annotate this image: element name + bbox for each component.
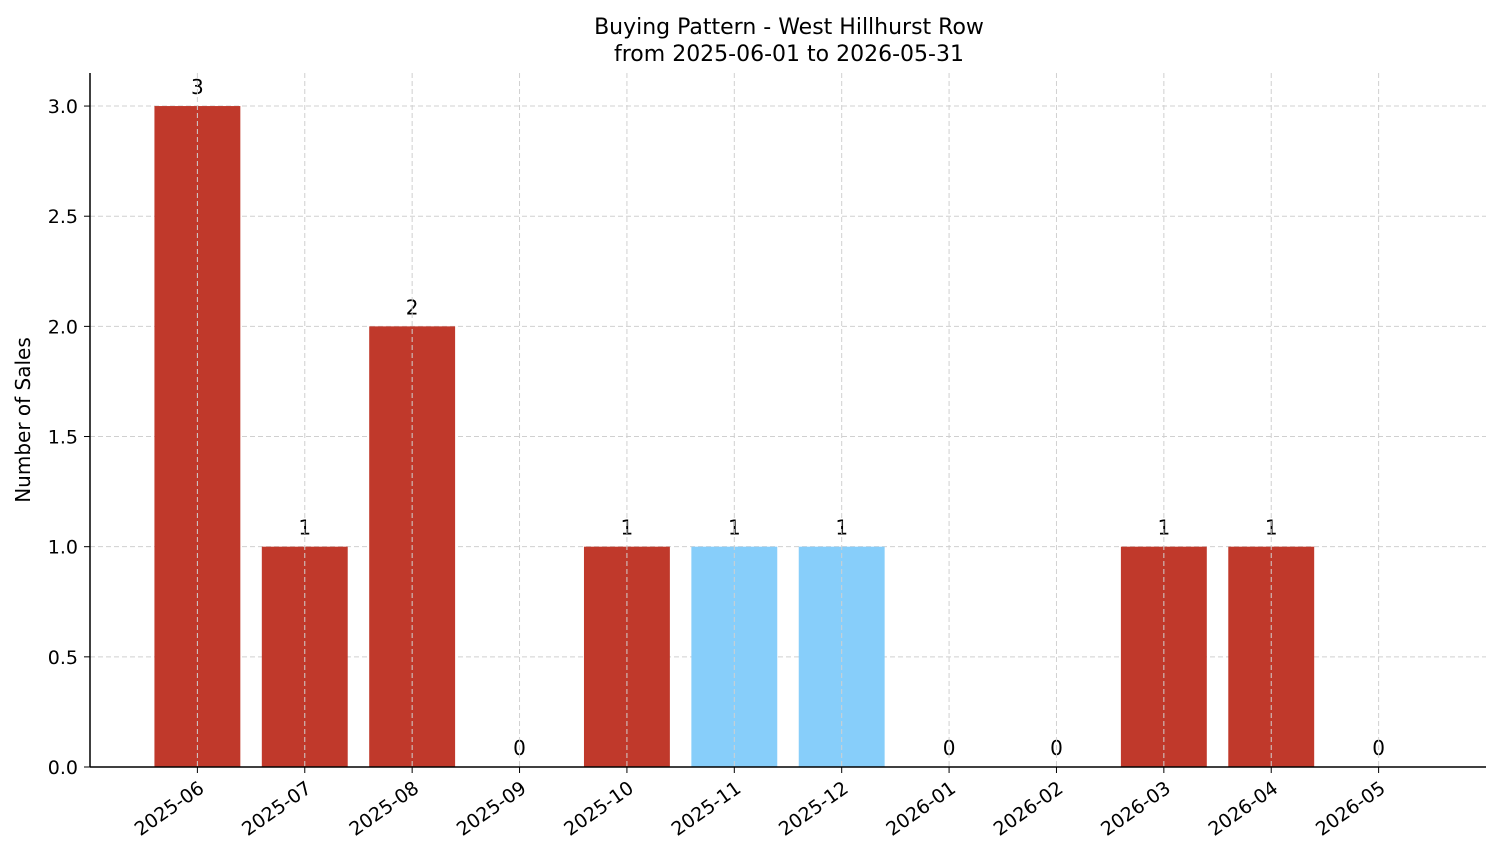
y-tick-label: 0.5 xyxy=(48,647,78,669)
y-tick-label: 2.5 xyxy=(48,206,78,228)
x-tick-label: 2025-09 xyxy=(453,777,531,841)
x-tick-label: 2026-05 xyxy=(1312,777,1390,841)
x-tick-label: 2025-12 xyxy=(775,777,853,841)
data-label: 3 xyxy=(191,75,204,99)
y-tick-label: 1.5 xyxy=(48,427,78,449)
data-label: 1 xyxy=(728,516,741,540)
y-tick-label: 0.0 xyxy=(48,757,78,779)
data-label: 1 xyxy=(835,516,848,540)
x-tick-label: 2025-08 xyxy=(345,777,423,841)
y-tick-label: 2.0 xyxy=(48,316,78,338)
x-tick-label: 2026-02 xyxy=(990,777,1068,841)
x-tick-label: 2026-04 xyxy=(1204,777,1282,841)
data-label: 1 xyxy=(621,516,634,540)
data-label: 1 xyxy=(1265,516,1278,540)
x-tick-label: 2026-03 xyxy=(1097,777,1175,841)
y-axis-label: Number of Sales xyxy=(11,337,35,503)
y-tick-label: 1.0 xyxy=(48,537,78,559)
chart-title: Buying Pattern - West Hillhurst Row xyxy=(594,15,984,40)
x-tick-label: 2025-11 xyxy=(668,777,746,841)
x-tick-label: 2025-06 xyxy=(131,777,209,841)
data-label: 1 xyxy=(1157,516,1170,540)
x-tick-label: 2026-01 xyxy=(882,777,960,841)
chart-subtitle: from 2025-06-01 to 2026-05-31 xyxy=(614,42,964,67)
x-tick-label: 2025-07 xyxy=(238,777,316,841)
y-tick-label: 3.0 xyxy=(48,96,78,118)
x-tick-label: 2025-10 xyxy=(560,777,638,841)
data-label: 1 xyxy=(298,516,311,540)
